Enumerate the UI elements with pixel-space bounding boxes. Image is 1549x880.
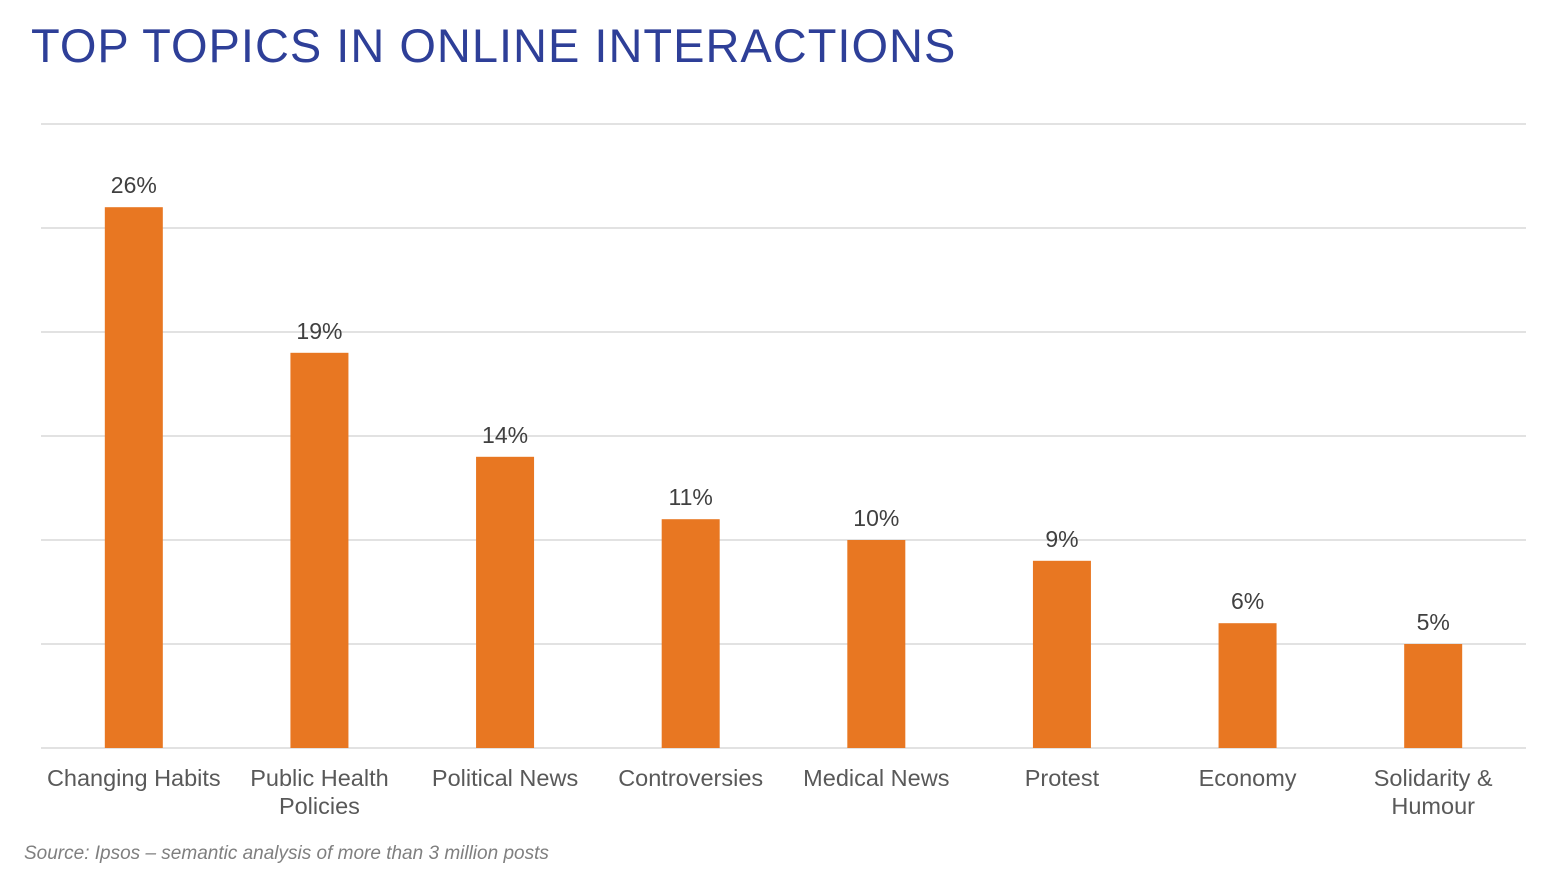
x-tick-label: Medical News [803, 765, 950, 791]
x-tick-label: Public Health Policies [250, 765, 389, 819]
x-tick-label: Controversies [618, 765, 764, 791]
data-label: 5% [1417, 609, 1450, 635]
x-tick-label: Protest [1024, 765, 1100, 791]
x-tick-label: Changing Habits [46, 765, 221, 791]
bar [1404, 644, 1463, 748]
bar [661, 519, 720, 748]
data-label: 26% [111, 172, 157, 198]
bar [1218, 623, 1277, 748]
data-label: 6% [1231, 588, 1264, 614]
chart-title: TOP TOPICS IN ONLINE INTERACTIONS [31, 19, 957, 72]
bar [290, 352, 349, 748]
x-tick-label: Political News [431, 765, 579, 791]
x-tick-label: Solidarity & Humour [1373, 765, 1493, 819]
x-tick-label: Economy [1198, 765, 1297, 791]
bar [476, 456, 535, 748]
data-label: 14% [482, 422, 528, 448]
bar [847, 540, 906, 748]
bar [1032, 560, 1091, 748]
data-label: 11% [669, 484, 713, 510]
data-label: 9% [1045, 526, 1078, 552]
source-note: Source: Ipsos – semantic analysis of mor… [24, 843, 549, 864]
data-label: 19% [296, 318, 342, 344]
data-label: 10% [853, 505, 899, 531]
bar [104, 207, 163, 748]
